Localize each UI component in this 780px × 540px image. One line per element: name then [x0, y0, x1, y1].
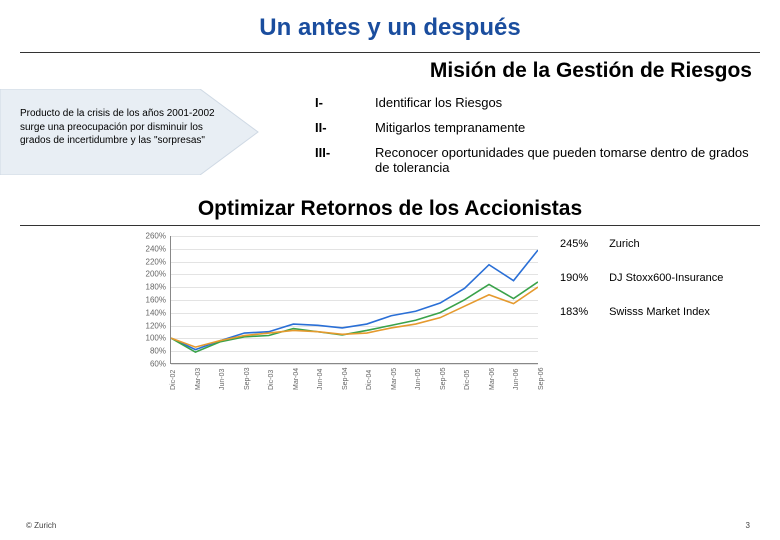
legend-label: Swisss Market Index — [609, 306, 710, 318]
mission-table: I- Identificar los Riesgos II- Mitigarlo… — [315, 91, 760, 181]
chart-svg — [171, 236, 538, 364]
divider-mid — [20, 225, 760, 226]
section-title-returns: Optimizar Retornos de los Accionistas — [0, 197, 780, 221]
legend-label: Zurich — [609, 238, 640, 250]
y-tick-label: 140% — [132, 308, 166, 317]
legend-pct: 190% — [560, 272, 606, 284]
x-tick-label: Jun-04 — [317, 369, 321, 390]
legend-item-smi: 183% Swisss Market Index — [560, 306, 723, 318]
x-tick-label: Jun-03 — [219, 369, 223, 390]
sidebar-text: Producto de la crisis de los años 2001-2… — [20, 107, 265, 148]
sidebar: Producto de la crisis de los años 2001-2… — [20, 89, 265, 181]
x-tick-label: Dic-04 — [366, 370, 370, 390]
x-tick-label: Dic-05 — [464, 370, 468, 390]
chart-legend: 245% Zurich 190% DJ Stoxx600-Insurance 1… — [542, 232, 723, 340]
y-tick-label: 180% — [132, 283, 166, 292]
mission-text: Identificar los Riesgos — [375, 91, 760, 116]
legend-item-zurich: 245% Zurich — [560, 238, 723, 250]
x-tick-label: Mar-04 — [293, 368, 297, 390]
legend-pct: 245% — [560, 238, 606, 250]
mission-num: I- — [315, 91, 375, 116]
mission-list: I- Identificar los Riesgos II- Mitigarlo… — [265, 89, 760, 181]
mission-row: III- Reconocer oportunidades que pueden … — [315, 141, 760, 181]
y-tick-label: 120% — [132, 321, 166, 330]
grid-line — [171, 364, 538, 365]
section-title-mission: Misión de la Gestión de Riesgos — [0, 59, 780, 83]
x-tick-label: Jun-06 — [513, 369, 517, 390]
y-tick-label: 60% — [132, 360, 166, 369]
divider-top — [20, 52, 760, 53]
mission-text: Reconocer oportunidades que pueden tomar… — [375, 141, 760, 181]
x-tick-label: Sep-03 — [244, 367, 248, 390]
x-tick-label: Sep-04 — [342, 367, 346, 390]
mission-row: I- Identificar los Riesgos — [315, 91, 760, 116]
mission-text: Mitigarlos tempranamente — [375, 116, 760, 141]
y-tick-label: 240% — [132, 244, 166, 253]
y-tick-label: 100% — [132, 334, 166, 343]
y-tick-label: 80% — [132, 347, 166, 356]
x-tick-label: Jun-05 — [415, 369, 419, 390]
x-tick-label: Mar-05 — [391, 368, 395, 390]
series-line — [171, 282, 538, 352]
series-line — [171, 250, 538, 350]
x-tick-label: Dic-02 — [170, 370, 174, 390]
mission-row: II- Mitigarlos tempranamente — [315, 116, 760, 141]
y-tick-label: 220% — [132, 257, 166, 266]
chart-row: Dic-02 Mar-03 Jun-03 Sep-03 Dic-03 Mar-04 Jun-… — [0, 232, 780, 392]
mission-num: II- — [315, 116, 375, 141]
x-tick-label: Mar-06 — [489, 368, 493, 390]
slide-title: Un antes y un después — [0, 0, 780, 42]
footer-copyright: © Zurich — [26, 521, 56, 530]
mission-num: III- — [315, 141, 375, 181]
x-axis-labels: Dic-02 Mar-03 Jun-03 Sep-03 Dic-03 Mar-04 Jun-… — [170, 366, 538, 392]
x-tick-label: Dic-03 — [268, 370, 272, 390]
legend-label: DJ Stoxx600-Insurance — [609, 272, 723, 284]
footer-page-number: 3 — [746, 521, 750, 530]
chart-plot-area — [170, 236, 538, 364]
x-tick-label: Sep-05 — [440, 367, 444, 390]
x-tick-label: Mar-03 — [195, 368, 199, 390]
legend-item-djstoxx: 190% DJ Stoxx600-Insurance — [560, 272, 723, 284]
y-tick-label: 160% — [132, 296, 166, 305]
upper-row: Producto de la crisis de los años 2001-2… — [0, 89, 780, 181]
line-chart: Dic-02 Mar-03 Jun-03 Sep-03 Dic-03 Mar-04 Jun-… — [132, 232, 542, 392]
x-tick-label: Sep-06 — [538, 367, 542, 390]
legend-pct: 183% — [560, 306, 606, 318]
y-tick-label: 200% — [132, 270, 166, 279]
y-tick-label: 260% — [132, 232, 166, 241]
